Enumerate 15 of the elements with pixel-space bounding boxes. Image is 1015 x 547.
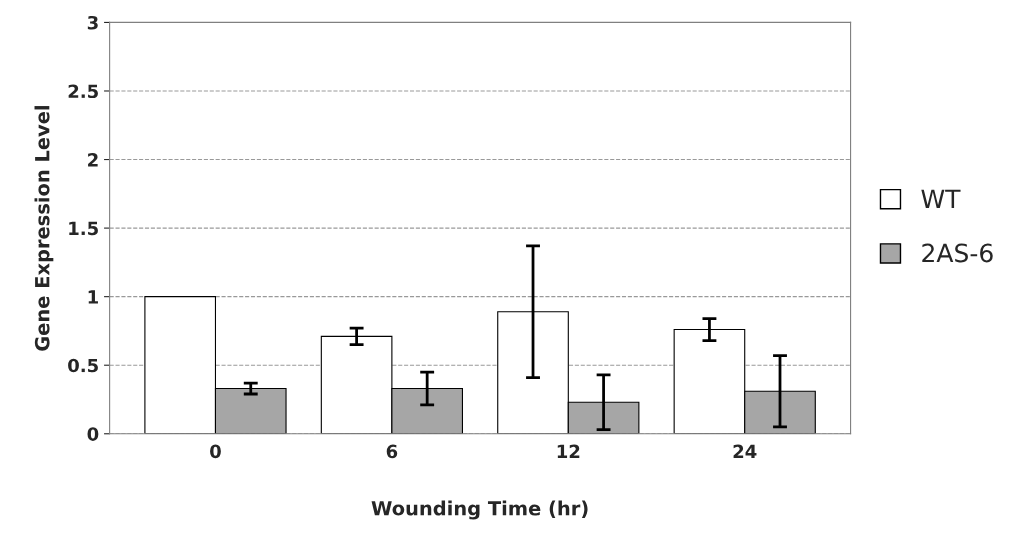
y-tick-label: 1.5 — [69, 221, 98, 236]
x-tick-label: 0 — [210, 444, 221, 459]
legend-label: 2AS-6 — [922, 243, 993, 263]
x-tick-label: 24 — [733, 444, 757, 458]
x-tick-label: 12 — [557, 444, 580, 458]
y-tick-label: 1 — [88, 290, 98, 304]
y-tick-label: 0 — [87, 427, 99, 441]
y-axis-title: Gene Expression Level — [34, 106, 54, 351]
y-tick-label: 2 — [88, 153, 98, 167]
y-tick-label: 3 — [87, 15, 98, 30]
x-tick-label: 6 — [386, 444, 398, 459]
y-tick-label: 2.5 — [68, 84, 98, 99]
x-axis-title: Wounding Time (hr) — [371, 500, 588, 520]
legend-label: WT — [921, 189, 961, 208]
y-tick-label: 0.5 — [68, 358, 98, 373]
